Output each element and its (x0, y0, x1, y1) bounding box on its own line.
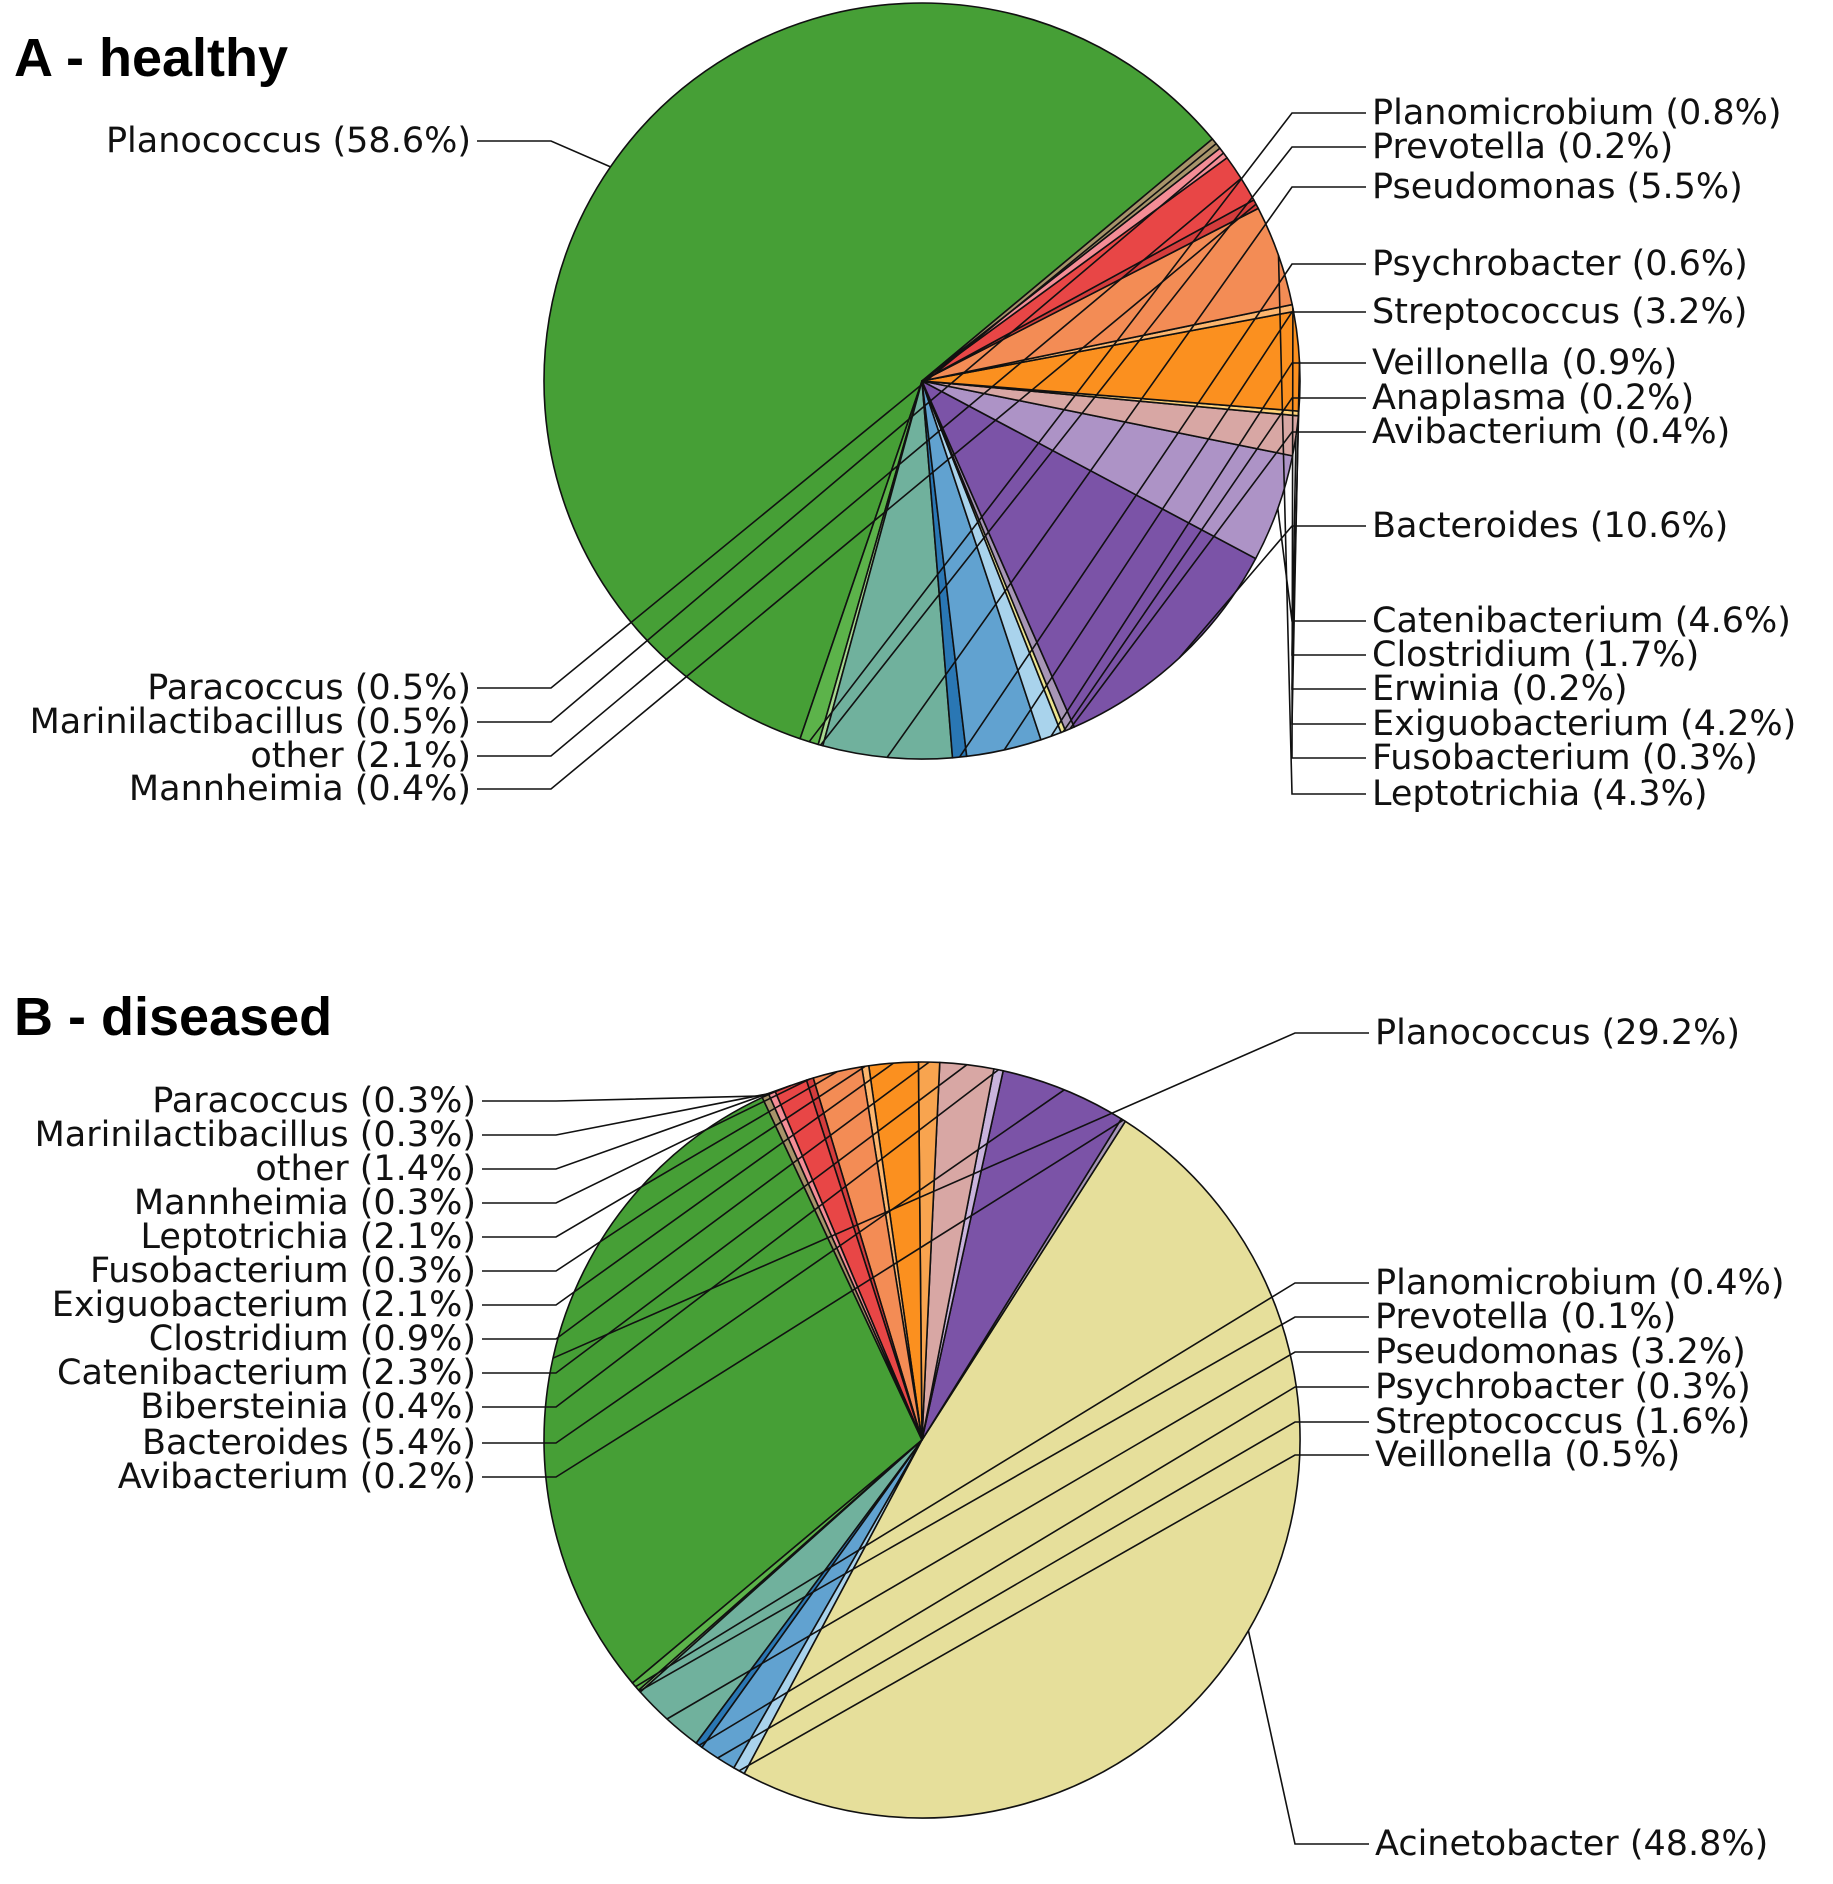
leader-line-marinilactibacillus (477, 152, 1225, 723)
leader-line-prevotella (819, 146, 1366, 746)
slice-label-acinetobacter: Acinetobacter (48.8%) (1375, 1824, 1768, 1864)
pie-chart-healthy: Planomicrobium (0.8%)Prevotella (0.2%)Ps… (30, 2, 1796, 814)
slice-label-psychrobacter: Psychrobacter (0.3%) (1375, 1367, 1751, 1407)
panel-b-diseased: B - diseased Planococcus (29.2%) Planomic… (14, 987, 1785, 1864)
leader-line-streptococcus (1003, 311, 1366, 751)
leader-line-veillonella (738, 1454, 1369, 1772)
panel-b-title: B - diseased (14, 987, 332, 1047)
leader-line-exiguobacterium (1291, 361, 1366, 725)
leader-line-clostridium (482, 1061, 930, 1340)
leader-line-paracoccus (482, 1095, 766, 1102)
leader-line-other (477, 177, 1242, 757)
leader-line-erwinia (1291, 413, 1366, 690)
slice-label-marinilactibacillus: Marinilactibacillus (0.5%) (30, 702, 471, 742)
slice-label-leptotrichia: Leptotrichia (2.1%) (140, 1217, 476, 1257)
leader-line-psychrobacter (958, 263, 1366, 758)
slice-label-fusobacterium: Fusobacterium (0.3%) (1372, 738, 1758, 778)
leader-line-planococcus (552, 1032, 1369, 1359)
leader-line-exiguobacterium (482, 1062, 894, 1306)
slice-label-bacteroides: Bacteroides (10.6%) (1372, 506, 1728, 546)
leader-line-catenibacterium (482, 1064, 968, 1374)
leader-line-leptotrichia (1277, 255, 1366, 795)
slice-label-clostridium: Clostridium (1.7%) (1372, 635, 1699, 675)
slice-label-marinilactibacillus: Marinilactibacillus (0.3%) (35, 1115, 476, 1155)
slice-label-pseudomonas: Pseudomonas (5.5%) (1372, 167, 1743, 207)
leader-line-bibersteinia (482, 1069, 999, 1408)
leader-line-mannheimia (477, 203, 1257, 790)
slice-label-bacteroides: Bacteroides (5.4%) (142, 1423, 476, 1463)
leader-line-clostridium (1291, 435, 1366, 656)
slice-label-exiguobacterium: Exiguobacterium (2.1%) (52, 1285, 476, 1325)
slice-label-mannheimia: Mannheimia (0.3%) (134, 1183, 476, 1223)
slice-label-psychrobacter: Psychrobacter (0.6%) (1372, 244, 1748, 284)
pie-chart-diseased: Planococcus (29.2%) Planomicrobium (0.4%)… (35, 1013, 1785, 1864)
slice-label-erwinia: Erwinia (0.2%) (1372, 669, 1628, 709)
panel-a-title: A - healthy (14, 28, 288, 88)
slice-label-planomicrobium: Planomicrobium (0.4%) (1375, 1263, 1785, 1303)
slice-label-streptococcus: Streptococcus (1.6%) (1375, 1402, 1750, 1442)
leader-line-prevotella (639, 1316, 1369, 1692)
slice-label-streptococcus: Streptococcus (3.2%) (1372, 292, 1747, 332)
leader-line-bacteroides (482, 1089, 1065, 1444)
leader-line-pseudomonas (886, 186, 1366, 758)
leader-line-paracoccus (477, 142, 1217, 689)
slice-label-other: other (1.4%) (255, 1149, 476, 1189)
leader-line-planomicrobium (808, 112, 1366, 743)
slice-label-fusobacterium: Fusobacterium (0.3%) (90, 1251, 476, 1291)
slice-label-exiguobacterium: Exiguobacterium (4.2%) (1372, 704, 1796, 744)
slice-label-planococcus: Planococcus (29.2%) (1375, 1013, 1740, 1053)
leader-line-fusobacterium (1291, 308, 1366, 759)
panel-a-healthy: A - healthy Planomicrobium (0.8%)Prevote… (14, 2, 1796, 814)
leader-line-planomicrobium (635, 1282, 1369, 1688)
slice-label-avibacterium: Avibacterium (0.2%) (118, 1457, 476, 1497)
leader-line-avibacterium (482, 1119, 1124, 1478)
slice-label-leptotrichia: Leptotrichia (4.3%) (1372, 774, 1708, 814)
pie-slice-acinetobacter (743, 1120, 1301, 1819)
slice-label-mannheimia: Mannheimia (0.4%) (129, 769, 471, 809)
slice-label-planomicrobium: Planomicrobium (0.8%) (1372, 93, 1782, 133)
slice-label-clostridium: Clostridium (0.9%) (149, 1319, 476, 1359)
leader-line-mannheimia (482, 1078, 811, 1204)
slice-label-planococcus: Planococcus (58.6%) (106, 121, 471, 161)
leader-line-streptococcus (717, 1421, 1369, 1759)
slice-label-paracoccus: Paracoccus (0.3%) (152, 1081, 476, 1121)
leader-line-fusobacterium (482, 1065, 866, 1272)
slice-label-veillonella: Veillonella (0.9%) (1372, 343, 1677, 383)
slice-label-bibersteinia: Bibersteinia (0.4%) (140, 1387, 476, 1427)
leader-line-planococcus (477, 140, 611, 168)
slice-label-pseudomonas: Pseudomonas (3.2%) (1375, 1332, 1746, 1372)
slice-label-anaplasma: Anaplasma (0.2%) (1372, 378, 1694, 418)
leader-line-marinilactibacillus (482, 1092, 773, 1136)
leader-line-leptotrichia (482, 1070, 838, 1238)
leader-line-psychrobacter (698, 1386, 1369, 1746)
leader-line-pseudomonas (666, 1351, 1369, 1720)
leader-line-acinetobacter (1247, 1630, 1369, 1845)
slice-label-prevotella: Prevotella (0.1%) (1375, 1297, 1676, 1337)
slice-label-other: other (2.1%) (250, 736, 471, 776)
pie-slice-planococcus (543, 2, 1214, 740)
slice-label-veillonella: Veillonella (0.5%) (1375, 1435, 1680, 1475)
slice-label-prevotella: Prevotella (0.2%) (1372, 127, 1673, 167)
slice-label-catenibacterium: Catenibacterium (2.3%) (57, 1353, 476, 1393)
slice-label-paracoccus: Paracoccus (0.5%) (147, 668, 471, 708)
leader-line-other (482, 1084, 791, 1170)
slice-label-catenibacterium: Catenibacterium (4.6%) (1372, 601, 1791, 641)
slice-label-avibacterium: Avibacterium (0.4%) (1372, 412, 1730, 452)
